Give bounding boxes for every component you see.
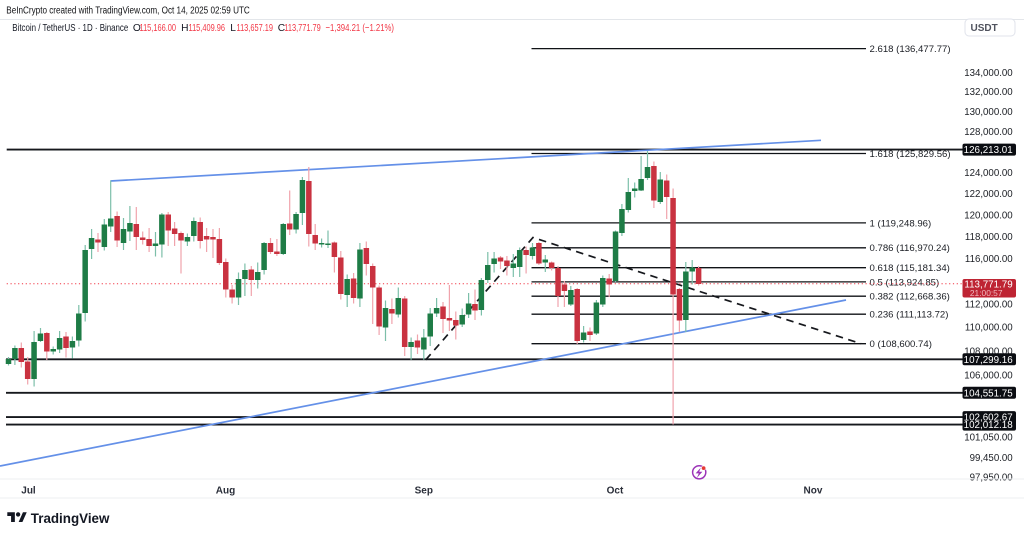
svg-text:0 (108,600.74): 0 (108,600.74) [870, 339, 932, 350]
svg-text:130,000.00: 130,000.00 [964, 107, 1013, 118]
svg-text:124,000.00: 124,000.00 [964, 168, 1013, 179]
svg-text:102,602.67: 102,602.67 [964, 413, 1013, 424]
svg-text:21:00:57: 21:00:57 [970, 288, 1003, 298]
svg-text:1.618 (125,829.56): 1.618 (125,829.56) [870, 149, 951, 160]
svg-text:Sep: Sep [415, 486, 433, 497]
svg-text:97,950.00: 97,950.00 [970, 473, 1014, 484]
svg-text:132,000.00: 132,000.00 [964, 87, 1013, 98]
svg-text:106,000.00: 106,000.00 [964, 371, 1013, 382]
svg-text:O: O [133, 23, 141, 34]
svg-text:134,000.00: 134,000.00 [964, 68, 1013, 79]
svg-text:Aug: Aug [216, 486, 235, 497]
svg-text:104,551.75: 104,551.75 [964, 388, 1014, 399]
svg-text:0.5 (113,924.85): 0.5 (113,924.85) [870, 277, 940, 288]
svg-text:126,213.01: 126,213.01 [964, 145, 1013, 156]
svg-text:113,771.79: 113,771.79 [964, 280, 1012, 291]
svg-text:118,000.00: 118,000.00 [965, 232, 1013, 243]
svg-text:0.786 (116,970.24): 0.786 (116,970.24) [870, 243, 950, 254]
svg-text:Nov: Nov [804, 486, 823, 497]
svg-text:Jul: Jul [21, 486, 36, 497]
svg-text:113,657.19: 113,657.19 [237, 23, 274, 34]
svg-text:0.382 (112,668.36): 0.382 (112,668.36) [870, 292, 950, 303]
svg-text:TradingView: TradingView [31, 510, 110, 526]
svg-text:113,771.79: 113,771.79 [284, 23, 321, 34]
svg-text:101,050.00: 101,050.00 [964, 432, 1013, 443]
svg-text:108,000.00: 108,000.00 [964, 346, 1013, 357]
svg-text:115,409.96: 115,409.96 [189, 23, 226, 34]
svg-text:99,450.00: 99,450.00 [970, 453, 1014, 464]
svg-text:Bitcoin / TetherUS · 1D · Bina: Bitcoin / TetherUS · 1D · Binance [12, 23, 128, 34]
svg-text:112,000.00: 112,000.00 [965, 299, 1013, 310]
svg-text:BeInCrypto created with Tradin: BeInCrypto created with TradingView.com,… [6, 6, 250, 17]
svg-text:H: H [181, 23, 188, 34]
svg-text:107,299.16: 107,299.16 [964, 355, 1014, 366]
svg-text:L: L [230, 23, 236, 34]
svg-text:−1,394.21 (−1.21%): −1,394.21 (−1.21%) [326, 23, 395, 34]
svg-text:C: C [278, 23, 285, 34]
svg-text:Oct: Oct [607, 486, 624, 497]
svg-text:122,000.00: 122,000.00 [964, 189, 1013, 200]
svg-text:128,000.00: 128,000.00 [964, 127, 1013, 138]
svg-text:1 (119,248.96): 1 (119,248.96) [870, 218, 932, 229]
svg-text:102,012.18: 102,012.18 [964, 420, 1014, 431]
svg-text:110,000.00: 110,000.00 [965, 323, 1013, 334]
svg-text:0.236 (111,113.72): 0.236 (111,113.72) [870, 310, 949, 321]
svg-text:0.618 (115,181.34): 0.618 (115,181.34) [870, 263, 950, 274]
svg-text:2.618 (136,477.77): 2.618 (136,477.77) [870, 44, 951, 55]
svg-text:116,000.00: 116,000.00 [965, 254, 1013, 265]
svg-text:USDT: USDT [971, 23, 998, 34]
svg-text:120,000.00: 120,000.00 [964, 210, 1013, 221]
svg-text:115,166.00: 115,166.00 [140, 23, 177, 34]
